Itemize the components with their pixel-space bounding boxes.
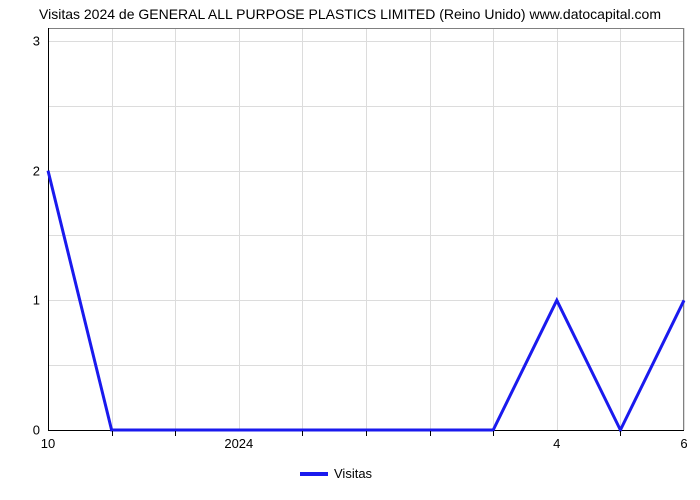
x-tick-label: 2024: [224, 436, 253, 451]
x-minor-tick: [175, 431, 176, 436]
y-tick-label: 0: [20, 423, 40, 438]
x-tick-label: 4: [553, 436, 560, 451]
chart-container: Visitas 2024 de GENERAL ALL PURPOSE PLAS…: [0, 0, 700, 500]
y-tick-label: 2: [20, 163, 40, 178]
x-minor-tick: [302, 431, 303, 436]
legend: Visitas: [300, 466, 372, 481]
series-visitas: [48, 171, 684, 430]
x-minor-tick: [493, 431, 494, 436]
x-tick-label: 10: [41, 436, 55, 451]
line-series-layer: [48, 28, 684, 430]
x-minor-tick: [430, 431, 431, 436]
y-tick-label: 1: [20, 293, 40, 308]
x-tick-label: 6: [680, 436, 687, 451]
x-minor-tick: [112, 431, 113, 436]
legend-label: Visitas: [334, 466, 372, 481]
legend-swatch: [300, 472, 328, 476]
chart-title: Visitas 2024 de GENERAL ALL PURPOSE PLAS…: [0, 6, 700, 22]
x-minor-tick: [366, 431, 367, 436]
plot-area: [48, 28, 684, 430]
y-tick-label: 3: [20, 33, 40, 48]
gridline-vertical: [684, 28, 685, 430]
x-minor-tick: [620, 431, 621, 436]
